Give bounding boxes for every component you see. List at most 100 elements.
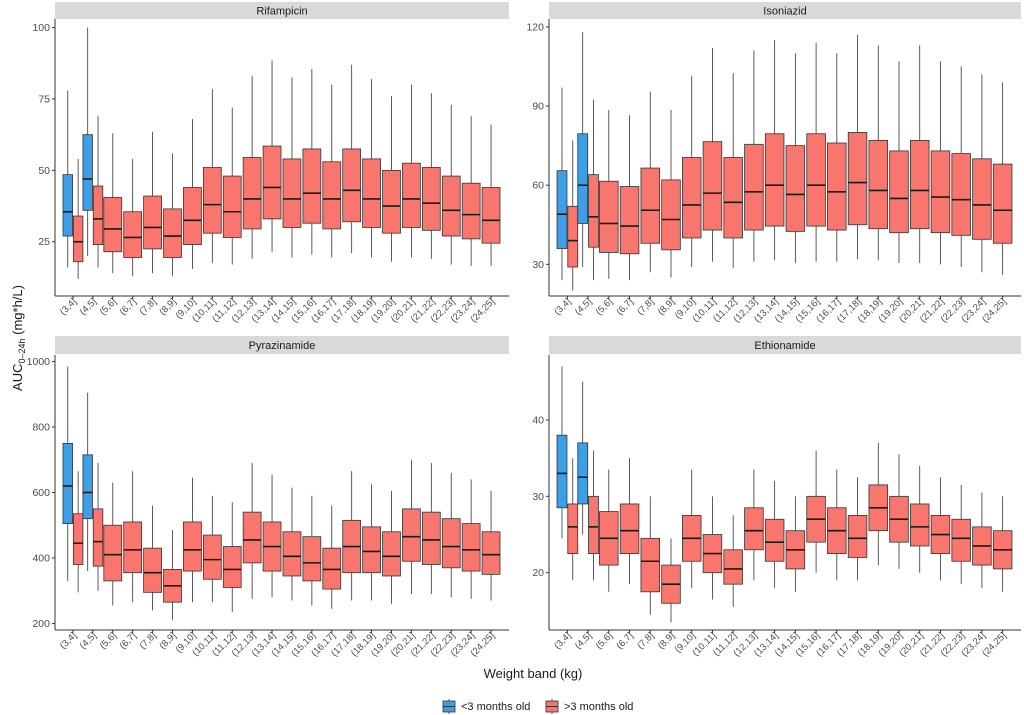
- box-body: [577, 133, 589, 224]
- box-body: [163, 208, 182, 258]
- box-body: [847, 132, 868, 226]
- box-older-pyrazinamide: [302, 495, 322, 606]
- box-body: [342, 148, 362, 223]
- x-tick-label-isoniazid: (3,4]: [552, 296, 573, 317]
- box-body: [123, 211, 143, 258]
- box-older-isoniazid: [588, 99, 599, 281]
- box-body: [103, 524, 123, 582]
- box-body: [868, 139, 888, 230]
- box-body: [362, 526, 381, 574]
- y-tick-label-rifampicin: 25: [38, 236, 50, 248]
- x-tick-label-rifampicin: (4,5]: [78, 296, 99, 317]
- box-older-rifampicin: [143, 131, 162, 274]
- box-body: [202, 534, 222, 580]
- box-older-isoniazid: [992, 82, 1013, 275]
- box-older-ethionamide: [951, 484, 971, 585]
- box-body: [461, 182, 481, 240]
- box-body: [764, 133, 785, 227]
- legend-item-older[interactable]: >3 months old: [545, 699, 633, 714]
- box-older-rifampicin: [461, 116, 481, 267]
- box-older-ethionamide: [785, 496, 806, 592]
- box-older-isoniazid: [744, 50, 764, 262]
- box-body: [402, 162, 421, 228]
- box-older-pyrazinamide: [242, 463, 262, 599]
- box-older-ethionamide: [972, 492, 992, 588]
- box-body: [764, 518, 785, 562]
- box-older-isoniazid: [868, 45, 888, 261]
- box-older-pyrazinamide: [362, 484, 381, 601]
- strip-pyrazinamide: [55, 336, 509, 354]
- panel-rifampicin: Rifampicin 25 50 75 100 (3,4](4,5](5,6](6,7](…: [32, 2, 509, 325]
- x-tick-label-rifampicin: (3,4]: [58, 296, 79, 317]
- x-tick-label-rifampicin: (6,7]: [118, 296, 139, 317]
- box-body: [92, 185, 104, 245]
- box-body: [202, 167, 222, 234]
- box-body: [682, 157, 702, 239]
- box-older-pyrazinamide: [322, 505, 342, 609]
- box-body: [702, 141, 723, 231]
- box-body: [567, 503, 579, 555]
- legend-item-young[interactable]: <3 months old: [442, 699, 530, 714]
- box-young-ethionamide: [556, 366, 568, 539]
- box-older-rifampicin: [92, 116, 104, 268]
- y-tick-label-ethionamide: 30: [532, 491, 544, 503]
- box-body: [910, 503, 930, 547]
- y-axis-title-subscript: 0–24h: [17, 338, 27, 363]
- box-older-isoniazid: [910, 45, 930, 264]
- x-tick-label-isoniazid: (4,5]: [573, 296, 594, 317]
- box-body: [302, 148, 322, 224]
- x-tick-label-pyrazinamide: (6,7]: [118, 630, 139, 651]
- box-older-ethionamide: [764, 481, 785, 588]
- x-tick-label-ethionamide: (4,5]: [573, 630, 594, 651]
- panel-ethionamide: Ethionamide 20 30 40 (3,4] (4,5] (5,6] (6,7] (7,…: [532, 336, 1021, 659]
- box-young-pyrazinamide: [82, 392, 93, 572]
- box-body: [992, 163, 1013, 244]
- box-older-ethionamide: [847, 477, 868, 581]
- box-body: [72, 215, 84, 263]
- y-axis-title-unit: (mg*h/L): [10, 285, 25, 338]
- box-older-ethionamide: [889, 454, 909, 569]
- box-body: [282, 158, 302, 228]
- box-young-rifampicin: [82, 27, 93, 257]
- box-older-ethionamide: [723, 515, 743, 608]
- box-body: [62, 174, 73, 237]
- box-body: [441, 175, 461, 237]
- box-older-pyrazinamide: [481, 490, 501, 601]
- box-body: [421, 511, 441, 565]
- box-older-rifampicin: [222, 107, 242, 265]
- box-older-pyrazinamide: [92, 463, 104, 591]
- y-tick-label-pyrazinamide: 400: [32, 552, 50, 564]
- box-older-ethionamide: [567, 458, 579, 581]
- legend: <3 months old >3 months old: [442, 699, 633, 714]
- box-older-isoniazid: [619, 115, 640, 281]
- box-body: [744, 143, 764, 231]
- box-older-rifampicin: [322, 84, 342, 258]
- box-older-pyrazinamide: [103, 482, 123, 606]
- box-body: [619, 186, 640, 255]
- box-older-isoniazid: [702, 48, 723, 262]
- panel-isoniazid: Isoniazid 30 60 90 120 (3,4] (4,5] (5,6] (6,7] (7…: [526, 2, 1021, 325]
- y-tick-label-pyrazinamide: 600: [32, 487, 50, 499]
- box-older-rifampicin: [441, 104, 461, 265]
- y-axis-title: AUC0–24h (mg*h/L): [10, 285, 27, 391]
- y-axis-title-main: AUC: [10, 364, 25, 391]
- box-body: [599, 180, 619, 253]
- box-body: [556, 170, 568, 249]
- box-older-isoniazid: [723, 73, 743, 269]
- box-older-rifampicin: [362, 78, 381, 258]
- box-body: [62, 442, 73, 525]
- box-older-ethionamide: [640, 496, 660, 615]
- box-body: [82, 454, 93, 520]
- box-older-ethionamide: [827, 469, 847, 581]
- box-older-rifampicin: [282, 77, 302, 258]
- box-older-isoniazid: [847, 34, 868, 260]
- strip-title-pyrazinamide: Pyrazinamide: [249, 340, 316, 352]
- box-older-isoniazid: [661, 110, 681, 278]
- box-body: [619, 503, 640, 555]
- box-older-ethionamide: [806, 450, 826, 573]
- box-older-ethionamide: [588, 450, 599, 581]
- box-body: [92, 508, 104, 567]
- box-older-isoniazid: [682, 75, 702, 267]
- box-older-rifampicin: [72, 158, 84, 279]
- x-tick-label-isoniazid: (6,7]: [614, 296, 635, 317]
